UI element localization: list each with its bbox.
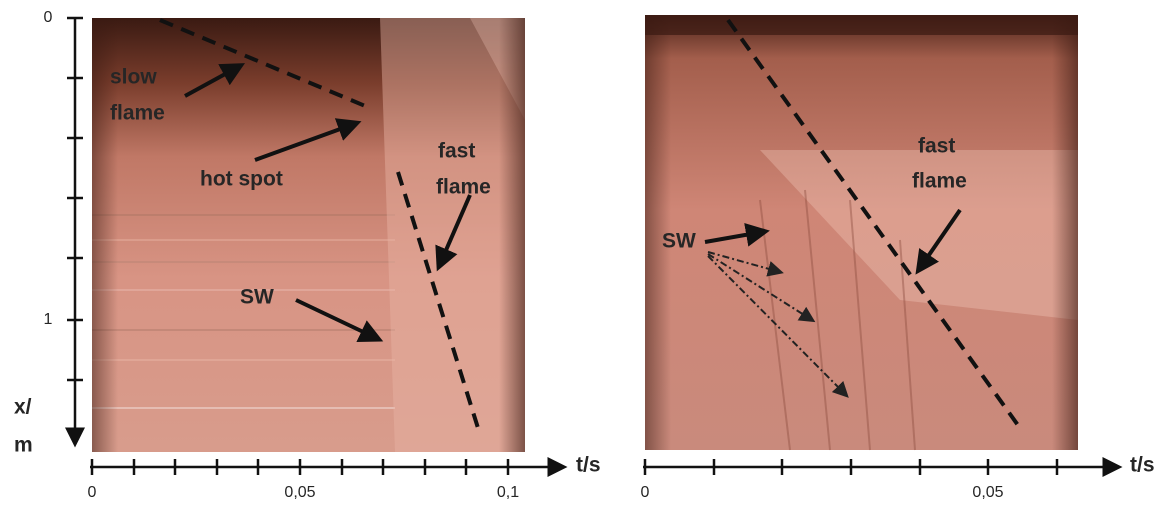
y-tick-label: 1 — [44, 311, 53, 328]
x-tick-label: 0,05 — [972, 484, 1003, 501]
y-axis-label: x/ — [14, 396, 32, 419]
x-axis-label: t/s — [576, 454, 601, 477]
annotation: flame — [110, 102, 165, 125]
x-tick-label: 0,05 — [284, 484, 315, 501]
x-axis-label: t/s — [1130, 454, 1155, 477]
annotation: hot spot — [200, 168, 283, 191]
right-x-axis: 0 0,05 t/s — [641, 454, 1155, 502]
x-tick-label: 0,1 — [497, 484, 519, 501]
right-overlays: fast flame SW — [662, 18, 1022, 430]
annotation: fast — [918, 135, 955, 158]
x-tick-label: 0 — [641, 484, 650, 501]
annotation: fast — [438, 140, 475, 163]
annotation: SW — [662, 230, 696, 253]
left-x-axis: 0 0,05 0,1 t/s — [88, 454, 601, 502]
left-overlays: slow flame hot spot fast flame SW — [110, 18, 491, 429]
streak-image-right — [645, 15, 1078, 451]
y-tick-label: 0 — [44, 9, 53, 26]
x-tick-label: 0 — [88, 484, 97, 501]
y-axis-label: m — [14, 434, 33, 457]
left-y-axis: 0 1 x/ m — [14, 9, 85, 457]
annotation: slow — [110, 66, 157, 89]
annotation: flame — [436, 176, 491, 199]
annotation: flame — [912, 170, 967, 193]
annotation: SW — [240, 286, 274, 309]
